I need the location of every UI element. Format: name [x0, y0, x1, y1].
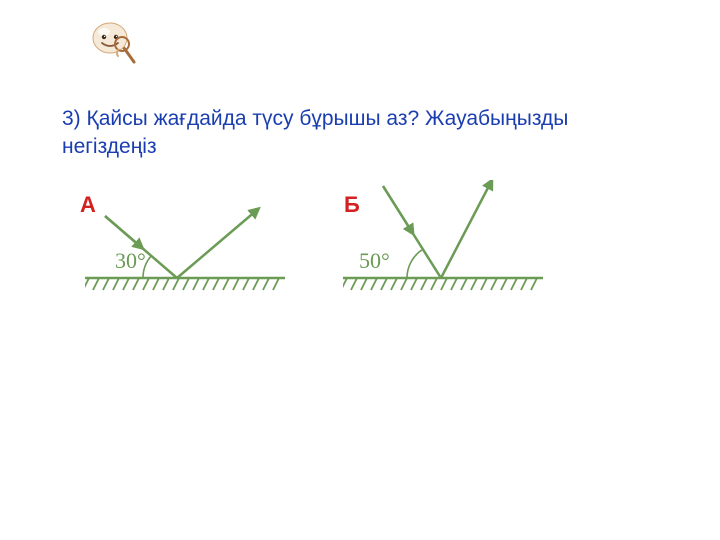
diagram-b [343, 180, 543, 305]
angle-label-b: 50° [359, 248, 390, 274]
mascot-icon [88, 18, 138, 73]
question-text: 3) Қайсы жағдайда түсу бұрышы аз? Жауабы… [62, 105, 642, 162]
angle-label-a: 30° [115, 248, 146, 274]
